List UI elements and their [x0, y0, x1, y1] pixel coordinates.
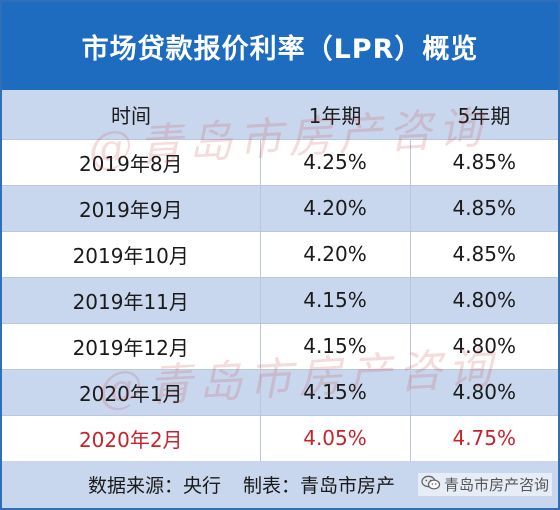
table-row-latest: 2020年2月 4.05% 4.75% [2, 414, 558, 461]
cell-5y-rate: 4.80% [409, 322, 558, 369]
footer-source: 数据来源：央行 [88, 475, 222, 497]
page-title: 市场贷款报价利率（LPR）概览 [2, 2, 558, 90]
footer-made-by: 制表：青岛市房产 [243, 475, 396, 497]
table-header-row: 时间 1年期 5年期 [2, 90, 558, 139]
cell-5y-rate: 4.80% [409, 368, 558, 415]
cell-month: 2019年9月 [2, 184, 260, 231]
cell-1y-rate: 4.20% [259, 230, 410, 277]
cell-1y-rate: 4.15% [259, 322, 410, 369]
table-row: 2020年1月 4.15% 4.80% [2, 368, 558, 415]
column-header-1y: 1年期 [308, 103, 362, 128]
wechat-icon [421, 475, 444, 495]
table-row: 2019年11月 4.15% 4.80% [2, 276, 558, 323]
cell-1y-rate: 4.05% [259, 414, 410, 461]
cell-month: 2019年8月 [2, 138, 260, 185]
cell-month: 2020年1月 [2, 368, 260, 415]
cell-1y-rate: 4.15% [259, 368, 410, 415]
wechat-label: 青岛市房产咨询 [443, 476, 549, 494]
cell-month: 2020年2月 [2, 414, 260, 461]
cell-5y-rate: 4.75% [409, 414, 558, 461]
wechat-badge: 青岛市房产咨询 [417, 473, 552, 496]
cell-5y-rate: 4.85% [409, 230, 558, 277]
cell-5y-rate: 4.85% [409, 184, 558, 231]
cell-1y-rate: 4.25% [259, 138, 410, 185]
table-row: 2019年10月 4.20% 4.85% [2, 230, 558, 277]
column-header-5y: 5年期 [457, 103, 511, 128]
table-row: 2019年9月 4.20% 4.85% [2, 184, 558, 231]
lpr-table: 时间 1年期 5年期 2019年8月 4.25% 4.85% 2019年9月 4… [2, 90, 558, 461]
cell-1y-rate: 4.20% [259, 184, 410, 231]
table-row: 2019年8月 4.25% 4.85% [2, 138, 558, 185]
cell-month: 2019年11月 [2, 276, 260, 323]
column-header-time: 时间 [111, 103, 151, 128]
cell-5y-rate: 4.80% [409, 276, 558, 323]
cell-5y-rate: 4.85% [409, 138, 558, 185]
table-row: 2019年12月 4.15% 4.80% [2, 322, 558, 369]
cell-month: 2019年12月 [2, 322, 260, 369]
cell-month: 2019年10月 [2, 230, 260, 277]
cell-1y-rate: 4.15% [259, 276, 410, 323]
